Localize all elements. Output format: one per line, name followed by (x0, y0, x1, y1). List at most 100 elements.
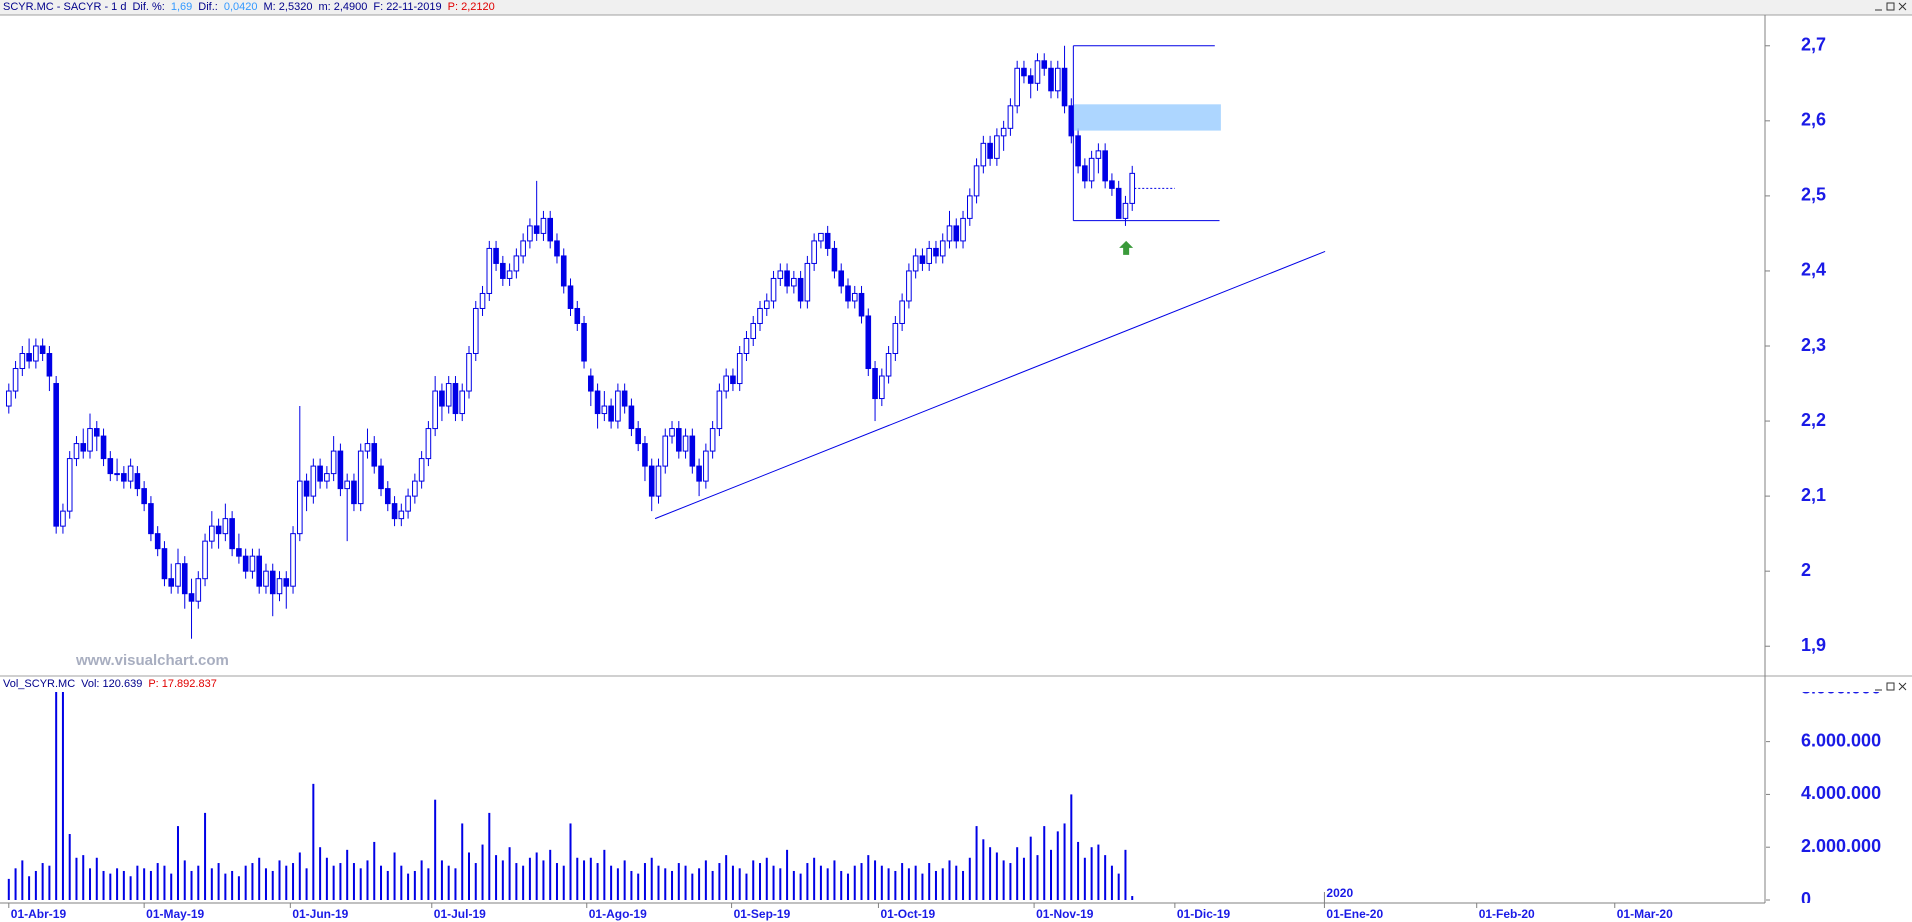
candle-body (757, 307, 763, 324)
candle-body (628, 405, 635, 430)
candle-body (107, 458, 114, 475)
candle-body (750, 322, 757, 339)
volume-bar (765, 857, 768, 900)
volume-bar (846, 873, 849, 900)
candle-body (418, 458, 425, 482)
volume-bar (867, 855, 870, 900)
candle-body (310, 465, 317, 497)
candle-body (885, 353, 892, 377)
volume-bar (373, 841, 376, 900)
maximize-button[interactable] (1886, 682, 1895, 691)
candle-body (432, 390, 438, 430)
candle-body (581, 322, 587, 362)
y-tick-label: 2,3 (1801, 335, 1826, 355)
volume-bar (1090, 847, 1093, 900)
header-field: 1,69 (171, 1, 192, 13)
candle-body (967, 195, 973, 219)
volume-bar (1083, 857, 1086, 900)
y-tick-label: 2.000.000 (1801, 836, 1881, 856)
volume-bar (210, 868, 213, 900)
volume-bar (116, 868, 119, 900)
volume-bar (312, 783, 315, 900)
candle-body (466, 353, 472, 392)
candle-body (19, 353, 26, 370)
volume-bar (698, 868, 701, 900)
candle-body (879, 375, 885, 400)
y-tick-label: 2,5 (1801, 185, 1826, 205)
volume-bar (725, 855, 728, 900)
volume-bar (630, 870, 633, 900)
volume-bar (528, 857, 531, 900)
volume-bar (224, 873, 227, 900)
candle-body (53, 383, 59, 527)
header-field: Dif.: (198, 1, 218, 13)
volume-bar (948, 860, 951, 900)
volume-bar (684, 865, 687, 900)
volume-bar (1104, 855, 1107, 900)
candle-body (12, 368, 19, 392)
candle-body (973, 165, 980, 197)
candle-body (1041, 60, 1048, 69)
x-tick-label: 01-Ago-19 (589, 907, 647, 921)
candle-body (574, 307, 581, 324)
volume-bar (677, 863, 680, 900)
candle-body (540, 217, 547, 234)
candle-body (337, 450, 344, 490)
candle-body (324, 473, 330, 482)
candle-body (121, 473, 127, 482)
candle-body (682, 435, 689, 452)
y-tick-label: 4.000.000 (1801, 783, 1881, 803)
candle-body (527, 225, 533, 242)
volume-bar (467, 852, 470, 900)
header-bar (0, 0, 1912, 15)
candle-body (615, 390, 621, 422)
maximize-button[interactable] (1886, 2, 1895, 11)
candle-body (1082, 165, 1088, 182)
candle-body (283, 578, 290, 587)
y-tick-label: 0 (1801, 889, 1811, 909)
candle-body (459, 390, 466, 415)
volume-bar (982, 839, 985, 900)
y-axis: 0 2.000.000 4.000.000 6.000.000 8.000.000 (1766, 692, 1881, 909)
candle-body (1000, 127, 1007, 137)
candle-body (601, 405, 608, 415)
volume-bar (359, 868, 362, 900)
volume-bar (61, 692, 64, 900)
volume-bar (792, 870, 795, 900)
candle-body (946, 225, 953, 242)
candles (5, 45, 1326, 639)
volume-bar (258, 857, 261, 900)
volume-bar (542, 860, 545, 900)
volume-bar (204, 812, 207, 900)
y-tick-label: 2,2 (1801, 410, 1826, 430)
volume-bar (156, 863, 159, 900)
candle-body (500, 262, 506, 279)
volume-bar (170, 873, 173, 900)
volume-bar (346, 849, 349, 900)
close-button[interactable] (1898, 682, 1907, 691)
close-button[interactable] (1898, 2, 1907, 11)
candle-body (242, 555, 249, 572)
zone (1073, 104, 1221, 131)
candle-body (635, 428, 641, 445)
volume-bar (616, 868, 619, 900)
candle-body (520, 240, 526, 257)
volume-bar (1036, 855, 1039, 900)
volume-bar (1022, 857, 1025, 900)
volume-bar (610, 865, 613, 900)
candle-body (696, 465, 702, 482)
candle-body (493, 247, 499, 264)
volume-bar (786, 849, 789, 900)
candle-body (588, 375, 594, 392)
candle-body (269, 570, 276, 595)
volume-bar (68, 834, 71, 900)
volume-bar (380, 865, 383, 900)
volume-bar (1110, 865, 1113, 900)
candle-body (506, 270, 513, 279)
volume-bar (109, 873, 112, 900)
volume-bar (461, 823, 464, 900)
volume-bar (555, 863, 558, 900)
window-buttons[interactable] (1875, 2, 1907, 691)
y-tick-label: 2,6 (1801, 110, 1826, 130)
